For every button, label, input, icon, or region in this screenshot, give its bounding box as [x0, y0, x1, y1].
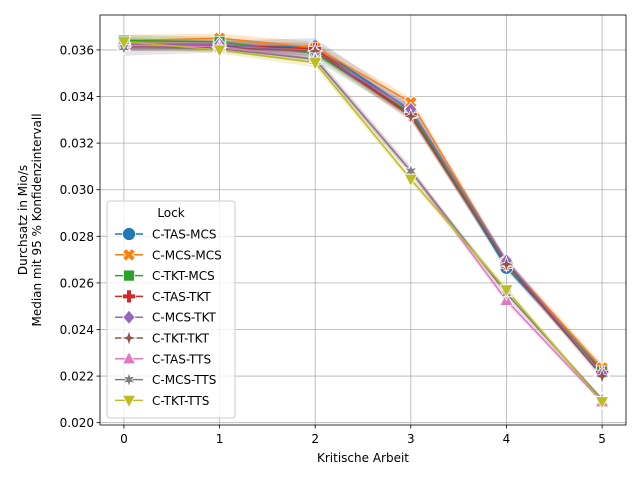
y-tick-label-7: 0.034: [60, 90, 94, 104]
y-tick-label-4: 0.028: [60, 230, 94, 244]
legend-label-c-tkt-mcs: C-TKT-MCS: [152, 269, 215, 283]
y-axis-label-line-1: Durchsatz in Mio/s: [16, 165, 30, 275]
x-axis-ticks: 0 1 2 3 4 5: [120, 425, 606, 446]
legend-label-c-mcs-tts: C-MCS-TTS: [152, 373, 216, 387]
legend-label-c-mcs-tkt: C-MCS-TKT: [152, 311, 217, 325]
point-c-tkt-tts-5: [594, 396, 610, 410]
y-tick-label-5: 0.030: [60, 183, 94, 197]
legend-marker-c-mcs-mcs: [122, 247, 136, 262]
point-c-tkt-tts-2: [308, 57, 323, 71]
line-c-mcs-tkt: [123, 43, 603, 375]
series-lines: [123, 37, 603, 403]
legend-label-c-tkt-tts: C-TKT-TTS: [152, 394, 209, 408]
legend-label-c-tkt-tkt: C-TKT-TKT: [152, 332, 210, 346]
y-tick-label-6: 0.032: [60, 137, 94, 151]
point-c-tkt-tts-1: [212, 44, 227, 58]
x-axis-label: Kritische Arbeit: [317, 451, 409, 465]
point-c-tkt-tts-4: [499, 284, 514, 298]
legend-marker-c-mcs-tts: [121, 371, 137, 388]
legend-label-c-tas-tkt: C-TAS-TKT: [152, 290, 211, 304]
legend-marker-c-tkt-tkt: [120, 329, 138, 347]
x-tick-label-3: 3: [407, 432, 415, 446]
confidence-bands: [123, 33, 603, 405]
line-c-tkt-tts: [123, 41, 603, 403]
point-c-tkt-tkt-5: [593, 367, 611, 385]
y-axis-ticks: 0.020 0.022 0.024 0.026 0.028 0.030 0.032 0.034…: [60, 43, 100, 430]
legend-label-c-tas-tts: C-TAS-TTS: [152, 352, 211, 366]
series-markers: [115, 31, 611, 410]
x-tick-label-5: 5: [598, 432, 606, 446]
point-c-tkt-tts-0: [116, 36, 132, 50]
point-c-tkt-tkt-4: [497, 255, 516, 273]
y-tick-label-0: 0.020: [60, 416, 94, 430]
band-c-tas-tts: [123, 39, 603, 405]
legend-marker-c-tas-tkt: [122, 289, 136, 304]
legend-label-c-mcs-mcs: C-MCS-MCS: [152, 248, 222, 262]
point-c-tkt-tts-3: [403, 173, 418, 188]
legend-marker-c-tkt-mcs: [123, 269, 135, 282]
y-tick-label-3: 0.026: [60, 276, 94, 290]
legend-marker-c-mcs-tkt: [122, 309, 136, 325]
legend-marker-c-tas-tts: [121, 351, 137, 365]
legend-marker-c-tas-mcs: [122, 227, 136, 241]
legend: Lock C-TAS-MCS C-MCS-MCS C-TKT-MCS C-TAS-TK…: [106, 200, 236, 419]
line-c-tkt-tkt: [123, 45, 603, 377]
x-tick-label-0: 0: [120, 432, 128, 446]
x-tick-label-1: 1: [216, 432, 224, 446]
y-tick-label-2: 0.024: [60, 323, 94, 337]
x-tick-label-4: 4: [503, 432, 511, 446]
x-tick-label-2: 2: [311, 432, 319, 446]
band-c-mcs-tts: [123, 41, 603, 402]
point-c-tkt-tkt-3: [402, 107, 420, 126]
legend-label-c-tas-mcs: C-TAS-MCS: [152, 228, 217, 242]
plot-frame: [99, 14, 627, 426]
legend-marker-c-tkt-tts: [121, 395, 137, 409]
y-tick-label-8: 0.036: [60, 43, 94, 57]
y-tick-label-1: 0.022: [60, 370, 94, 384]
legend-title: Lock: [157, 206, 184, 220]
y-axis-label-line-2: Median mit 95 % Konfidenzintervall: [30, 113, 44, 326]
